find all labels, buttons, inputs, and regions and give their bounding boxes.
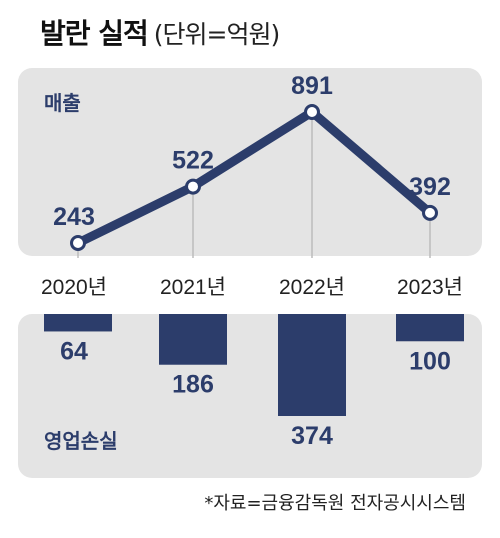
revenue-point <box>70 235 86 251</box>
category-label: 2023년 <box>397 276 463 299</box>
revenue-point <box>185 178 201 195</box>
revenue-data-label: 243 <box>53 203 95 231</box>
source-note: *자료=금융감독원 전자공시시스템 <box>204 493 466 514</box>
loss-panel <box>18 314 482 478</box>
loss-data-label: 100 <box>409 347 451 375</box>
revenue-point <box>304 104 320 120</box>
loss-bar <box>396 314 464 342</box>
loss-data-label: 374 <box>291 422 333 450</box>
chart-title: 발란 실적 (단위=억원) <box>40 12 280 52</box>
revenue-data-label: 392 <box>409 173 451 201</box>
loss-bar <box>278 314 346 416</box>
category-label: 2020년 <box>41 276 107 299</box>
category-label: 2021년 <box>160 276 226 299</box>
loss-series-label: 영업손실 <box>44 429 118 453</box>
loss-data-label: 64 <box>60 337 88 365</box>
revenue-point <box>422 204 438 221</box>
revenue-panel <box>18 68 482 256</box>
revenue-data-label: 891 <box>291 72 333 100</box>
revenue-series-label: 매출 <box>44 91 81 115</box>
category-label: 2022년 <box>279 276 345 299</box>
loss-bar <box>159 314 227 365</box>
loss-data-label: 186 <box>172 371 214 399</box>
title-text: 발란 실적 <box>40 17 149 50</box>
unit-label: (단위=억원) <box>153 20 280 49</box>
loss-bar <box>44 314 112 332</box>
revenue-line <box>73 107 435 248</box>
revenue-data-label: 522 <box>172 147 214 175</box>
